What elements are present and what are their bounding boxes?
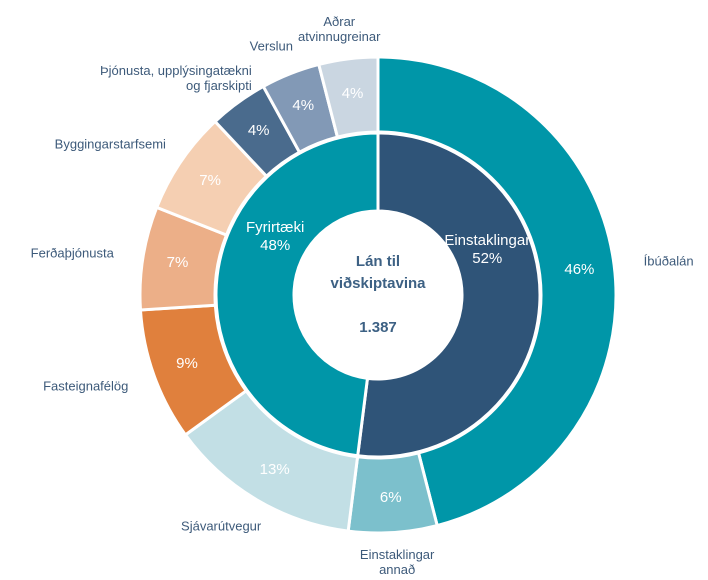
donut-slice (356, 131, 542, 459)
value-label: 4% (341, 84, 364, 102)
category-label: Aðrar atvinnugreinar (298, 14, 381, 45)
category-label: Verslun (249, 38, 294, 54)
category-label: Fyrirtæki (246, 219, 305, 237)
center-total: 1.387 (359, 319, 397, 336)
inner-label: Fyrirtæki 48% (246, 219, 304, 255)
value-label: 6% (379, 488, 402, 506)
category-label: Sjávarútvegur (181, 518, 262, 534)
value-label: 7% (166, 254, 189, 272)
value-label: 52% (472, 250, 503, 268)
value-label: 46% (564, 260, 595, 278)
value-label: 4% (292, 97, 315, 115)
category-label: Fasteignafélög (43, 378, 129, 394)
donut-slice (214, 131, 380, 458)
center-label: Lán til viðskiptavina 1.387 (330, 229, 425, 361)
value-label: 13% (259, 460, 290, 478)
center-title: Lán til viðskiptavina (330, 253, 426, 292)
value-label: 48% (260, 237, 291, 255)
category-label: Byggingarstarfsemi (54, 136, 166, 152)
value-label: 7% (199, 171, 221, 189)
value-label: 4% (247, 121, 270, 139)
category-label: Þjónusta, upplýsingatækni og fjarskipti (99, 63, 252, 94)
value-label: 9% (176, 354, 198, 372)
category-label: Einstaklingar (444, 232, 531, 250)
category-label: Ferðaþjónusta (30, 245, 114, 261)
category-label: Einstaklingar annað (359, 547, 435, 578)
inner-label: Einstaklingar 52% (444, 232, 530, 268)
category-label: Íbúðalán (643, 253, 694, 269)
